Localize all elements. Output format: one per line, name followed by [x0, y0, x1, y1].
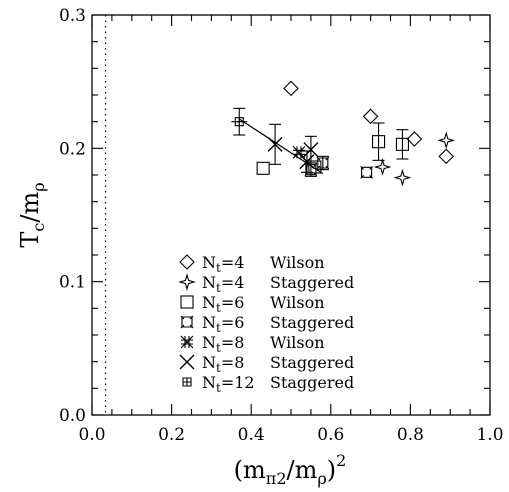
data-point-crossed-square: [360, 165, 374, 179]
x-marker-shape: [303, 142, 319, 158]
data-point-plus-box: [234, 117, 244, 127]
diamond-marker-shape: [283, 80, 299, 97]
legend-entry: Nt=4 Wilson: [179, 253, 325, 275]
legend-label: Nt=12 Staggered: [202, 373, 354, 395]
x-tick-label: 1.0: [476, 425, 503, 445]
square-marker-shape: [395, 137, 409, 151]
x-tick-label: 0.4: [238, 425, 265, 445]
legend-marker-asterisk: [180, 335, 194, 349]
diamond-marker-shape: [438, 148, 454, 165]
plus-box-marker-shape: [234, 117, 244, 127]
data-point-x: [303, 142, 319, 158]
data-marks-layer: [231, 80, 456, 187]
legend-marker-diamond: [179, 254, 195, 270]
data-point-star4: [373, 158, 392, 176]
data-point-asterisk: [292, 145, 306, 159]
crossed-square-marker-shape: [180, 315, 194, 329]
x-marker-shape: [299, 154, 315, 170]
data-point-star4: [437, 131, 456, 150]
legend-marker-crossed-square: [180, 315, 194, 329]
star-marker-shape: [373, 158, 392, 176]
legend-label: Nt=6 Wilson: [202, 293, 325, 315]
legend-entry: Nt=12 Staggered: [182, 373, 354, 395]
x-tick-label: 0.0: [78, 425, 105, 445]
star-marker-shape: [178, 273, 196, 291]
x-marker-shape: [179, 354, 195, 370]
legend-entry: Nt=6 Staggered: [180, 313, 354, 335]
x-tick-label: 0.2: [158, 425, 185, 445]
diamond-marker-shape: [362, 108, 379, 125]
legend-marker-x: [179, 354, 195, 370]
asterisk-marker-shape: [180, 335, 194, 349]
legend-marker-plus-box: [182, 377, 192, 387]
legend-label: Nt=8 Staggered: [202, 353, 354, 375]
square-marker-shape: [256, 161, 270, 175]
crossed-square-marker-shape: [316, 156, 330, 170]
y-tick-label: 0.2: [59, 139, 86, 159]
data-point-x: [267, 136, 283, 152]
star-marker-shape: [393, 168, 412, 187]
data-point-crossed-square: [316, 156, 330, 170]
x-axis-label: (mπ2/mρ)2: [234, 451, 347, 488]
diamond-marker-shape: [406, 131, 423, 147]
plus-box-marker-shape: [182, 377, 192, 387]
asterisk-marker-shape: [292, 145, 306, 159]
diamond-marker-shape: [179, 254, 195, 270]
data-point-star4: [393, 168, 412, 187]
legend-label: Nt=8 Wilson: [202, 333, 325, 355]
x-marker-shape: [267, 136, 283, 152]
data-point-x: [299, 154, 315, 170]
x-tick-label: 0.6: [317, 425, 344, 445]
data-point-square: [372, 135, 386, 149]
data-point-square: [256, 161, 270, 175]
x-tick-label: 0.8: [397, 425, 424, 445]
y-tick-label: 0.1: [59, 273, 86, 293]
data-point-square: [395, 137, 409, 151]
y-axis-label: Tc/mρ: [16, 182, 48, 247]
data-point-diamond: [283, 80, 299, 97]
y-tick-label: 0.3: [59, 6, 86, 26]
data-point-diamond: [362, 108, 379, 125]
data-point-diamond: [438, 148, 454, 165]
square-marker-shape: [180, 295, 194, 309]
y-tick-label: 0.0: [59, 406, 86, 426]
legend-entry: Nt=4 Staggered: [178, 273, 354, 295]
star-marker-shape: [437, 131, 456, 150]
square-marker-shape: [372, 135, 386, 149]
legend-label: Nt=4 Wilson: [202, 253, 325, 275]
svg-text:Tc/mρ: Tc/mρ: [16, 182, 48, 247]
legend-entry: Nt=8 Wilson: [180, 333, 325, 355]
legend-entry: Nt=6 Wilson: [180, 293, 325, 315]
legend-marker-star4: [178, 273, 196, 291]
legend-entry: Nt=8 Staggered: [179, 353, 354, 375]
crossed-square-marker-shape: [360, 165, 374, 179]
legend-label: Nt=6 Staggered: [202, 313, 354, 335]
data-point-diamond: [406, 131, 423, 147]
legend-label: Nt=4 Staggered: [202, 273, 354, 295]
legend-marker-square: [180, 295, 194, 309]
ticks-layer: 0.0 0.2 0.4 0.6 0.8 1.0 0.0 0.1 0.2 0.3: [59, 6, 504, 445]
